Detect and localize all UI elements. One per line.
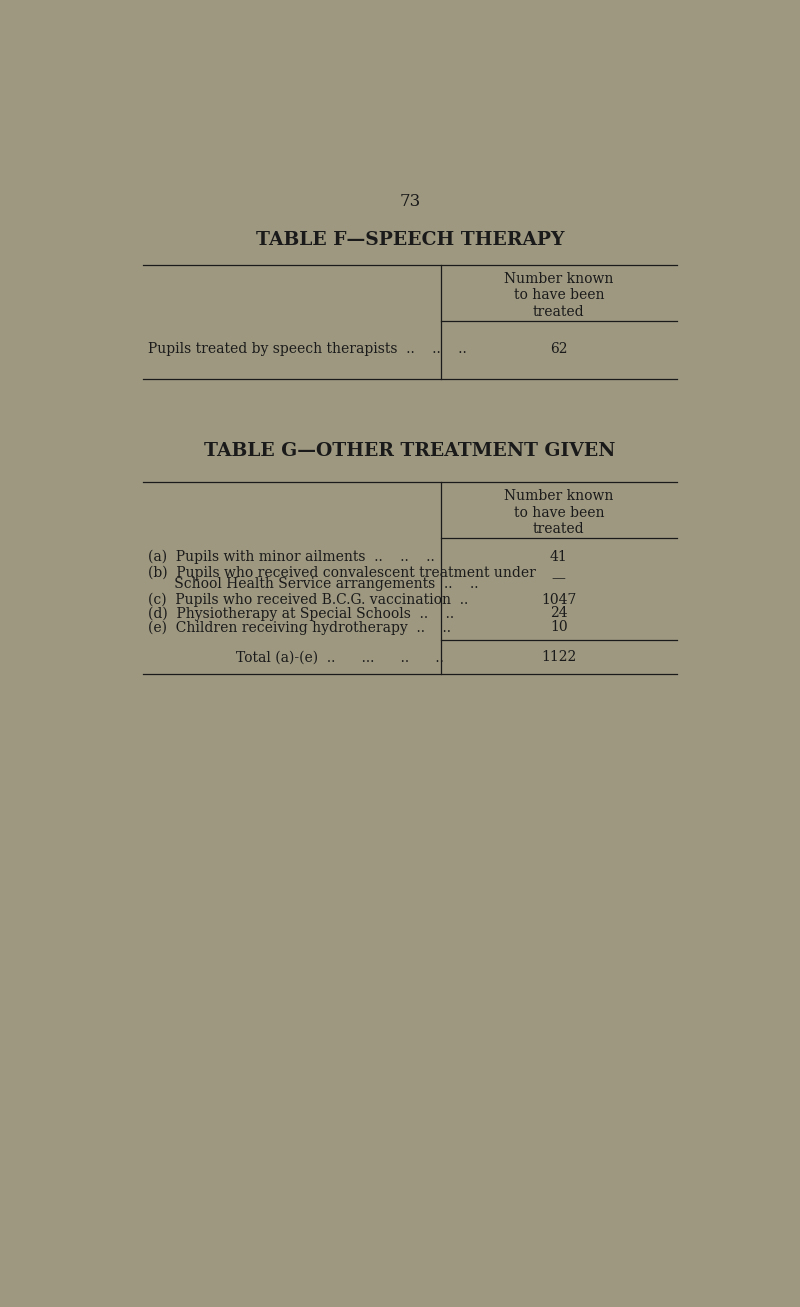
Text: (b)  Pupils who received convalescent treatment under: (b) Pupils who received convalescent tre… (148, 566, 536, 580)
Text: TABLE F—SPEECH THERAPY: TABLE F—SPEECH THERAPY (256, 231, 564, 250)
Text: 24: 24 (550, 606, 568, 621)
Text: 1047: 1047 (541, 592, 577, 606)
Text: (d)  Physiotherapy at Special Schools  ..    ..: (d) Physiotherapy at Special Schools .. … (148, 606, 454, 621)
Text: TABLE G—OTHER TREATMENT GIVEN: TABLE G—OTHER TREATMENT GIVEN (204, 442, 616, 460)
Text: (e)  Children receiving hydrotherapy  ..    ..: (e) Children receiving hydrotherapy .. .… (148, 620, 451, 634)
Text: Total (a)-(e)  ..      ...      ..      ..: Total (a)-(e) .. ... .. .. (236, 651, 443, 664)
Text: (c)  Pupils who received B.C.G. vaccination  ..: (c) Pupils who received B.C.G. vaccinati… (148, 592, 468, 606)
Text: 10: 10 (550, 621, 568, 634)
Text: Number known
to have been
treated: Number known to have been treated (504, 489, 614, 536)
Text: Number known
to have been
treated: Number known to have been treated (504, 272, 614, 319)
Text: Pupils treated by speech therapists  ..    ..    ..: Pupils treated by speech therapists .. .… (148, 342, 467, 357)
Text: School Health Service arrangements  ..    ..: School Health Service arrangements .. .. (148, 578, 478, 591)
Text: 62: 62 (550, 342, 567, 357)
Text: 73: 73 (399, 193, 421, 210)
Text: 1122: 1122 (541, 651, 577, 664)
Text: —: — (552, 571, 566, 586)
Text: (a)  Pupils with minor ailments  ..    ..    ..: (a) Pupils with minor ailments .. .. .. (148, 550, 435, 565)
Text: 41: 41 (550, 550, 568, 565)
